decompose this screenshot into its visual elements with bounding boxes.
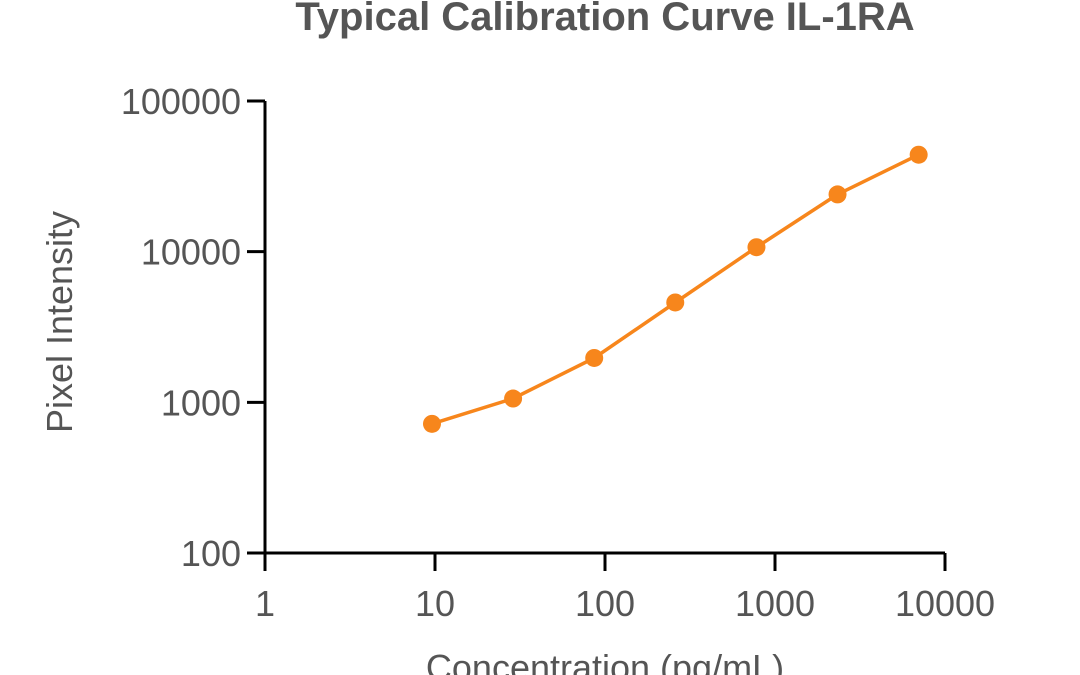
- y-tick-label: 100: [181, 533, 241, 574]
- y-axis-ticks: 100 1000 10000 100000: [121, 81, 265, 574]
- x-tick-label: 100: [575, 583, 635, 624]
- x-tick-label: 1000: [735, 583, 815, 624]
- x-axis-ticks: 1 10 100 1000 10000: [255, 553, 995, 624]
- data-point: [585, 348, 604, 367]
- x-tick-label: 10000: [895, 583, 995, 624]
- y-tick-label: 10000: [141, 232, 241, 273]
- data-point: [747, 238, 766, 257]
- data-point: [422, 414, 441, 433]
- data-point: [504, 389, 523, 408]
- chart-title: Typical Calibration Curve IL-1RA: [295, 0, 914, 39]
- y-tick-label: 1000: [161, 382, 241, 423]
- data-point: [828, 185, 847, 204]
- x-axis-label: Concentration (pg/mL): [426, 647, 784, 675]
- data-point: [909, 145, 928, 164]
- y-tick-label: 100000: [121, 81, 241, 122]
- x-tick-label: 1: [255, 583, 275, 624]
- series-group: [422, 145, 928, 433]
- data-point: [666, 293, 685, 312]
- y-axis-label: Pixel Intensity: [39, 211, 80, 433]
- x-tick-label: 10: [415, 583, 455, 624]
